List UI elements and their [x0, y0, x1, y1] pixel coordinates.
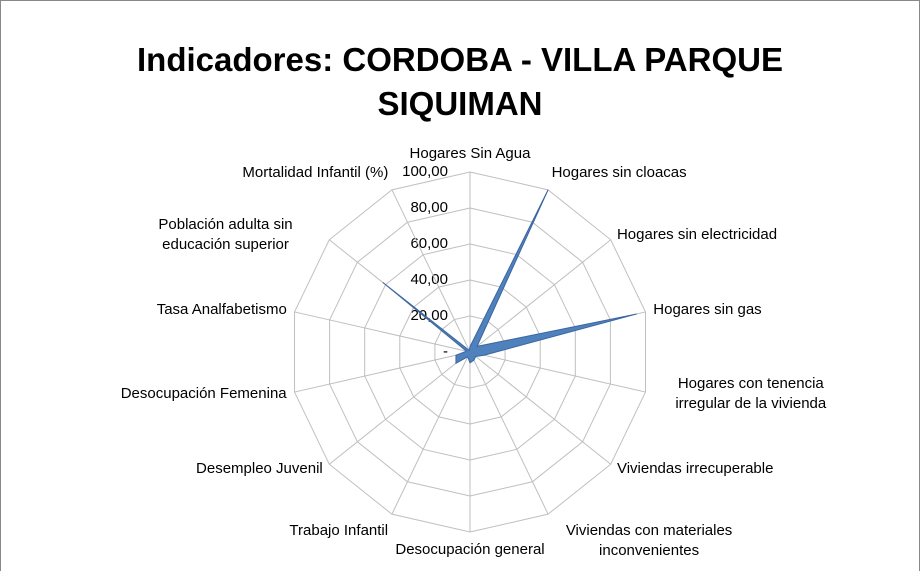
axis-label: Hogares sin gas [653, 301, 762, 319]
spoke [391, 351, 471, 515]
axis-label: Hogares sin cloacas [551, 163, 687, 181]
axis-label: Desempleo Juvenil [196, 460, 323, 478]
spoke [328, 351, 471, 465]
spoke [294, 311, 471, 353]
axis-label: Trabajo Infantil [289, 522, 389, 540]
spoke [469, 351, 612, 465]
axis-label: Hogares sin electricidad [616, 225, 778, 243]
chart-title: Indicadores: CORDOBA - VILLA PARQUE SIQU… [137, 41, 783, 122]
axis-label: Hogares Sin Agua [409, 145, 531, 162]
radar-area [382, 189, 637, 365]
axis-label: Desocupación general [395, 541, 545, 558]
spoke [469, 351, 549, 515]
axis-label: Viviendas con materiales inconvenientes [565, 522, 733, 560]
tick-label: - [443, 343, 448, 360]
tick-label: 80,00 [410, 199, 448, 216]
axis-label: Viviendas irrecuperable [616, 460, 774, 478]
axis-label: Tasa Analfabetismo [156, 301, 287, 319]
axis-label: Población adulta sin educación superior [158, 215, 293, 253]
spoke [469, 351, 646, 393]
axis-label: Hogares con tenencia irregular de la viv… [675, 374, 827, 412]
tick-label: 100,00 [402, 163, 448, 180]
tick-label: 60,00 [410, 235, 448, 252]
spoke [391, 189, 471, 353]
tick-label: 40,00 [410, 271, 448, 288]
spoke [469, 239, 612, 353]
spoke [294, 351, 471, 393]
axis-label: Mortalidad Infantil (%) [242, 163, 389, 181]
axis-label: Desocupación Femenina [120, 384, 287, 402]
